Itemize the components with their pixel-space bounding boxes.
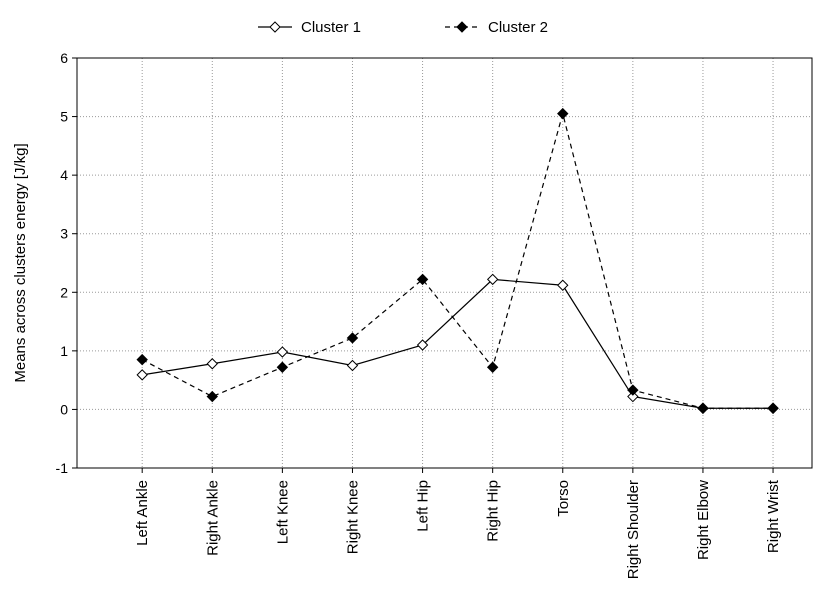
data-point bbox=[346, 332, 359, 344]
x-tick-label: Left Hip bbox=[415, 480, 432, 532]
data-point bbox=[276, 361, 289, 373]
y-tick-label: 0 bbox=[60, 401, 68, 417]
data-point bbox=[416, 339, 429, 351]
data-point bbox=[697, 402, 709, 414]
data-point bbox=[269, 21, 281, 33]
data-point bbox=[486, 361, 499, 373]
x-tick-label: Torso bbox=[555, 480, 572, 517]
y-tick-label: 2 bbox=[60, 284, 68, 300]
series-line bbox=[141, 111, 774, 409]
y-axis-label: Means across clusters energy [J/kg] bbox=[12, 143, 29, 382]
legend: Cluster 1 Cluster 2 bbox=[258, 19, 548, 36]
grid bbox=[77, 58, 812, 468]
axes bbox=[76, 57, 813, 469]
data-point bbox=[206, 358, 218, 370]
data-point bbox=[276, 346, 289, 358]
y-tick-label: 4 bbox=[60, 167, 68, 183]
data-point bbox=[416, 273, 429, 286]
data-point bbox=[767, 402, 779, 414]
data-point bbox=[206, 390, 218, 403]
x-tick-label: Right Ankle bbox=[204, 480, 221, 556]
data-point bbox=[346, 359, 359, 372]
x-axis-ticks: Left Ankle Right Ankle Left Knee Right Knee… bbox=[134, 468, 782, 579]
y-tick-label: 3 bbox=[60, 226, 68, 242]
x-tick-label: Left Ankle bbox=[134, 480, 151, 546]
y-axis-ticks: -1 0 1 2 3 4 5 6 bbox=[56, 50, 77, 476]
data-point bbox=[627, 390, 639, 403]
y-tick-label: 1 bbox=[60, 343, 68, 359]
x-tick-label: Right Shoulder bbox=[625, 480, 642, 579]
data-point bbox=[627, 384, 639, 396]
data-point bbox=[136, 369, 148, 381]
series-2 bbox=[136, 107, 779, 414]
y-tick-label: 6 bbox=[60, 50, 68, 66]
x-tick-label: Right Wrist bbox=[765, 479, 782, 553]
data-point bbox=[557, 279, 569, 291]
legend-label: Cluster 2 bbox=[488, 19, 548, 36]
data-point bbox=[557, 107, 569, 120]
series-line bbox=[142, 278, 774, 409]
x-tick-label: Right Knee bbox=[344, 480, 361, 554]
data-point bbox=[136, 353, 148, 366]
series bbox=[136, 107, 779, 414]
x-tick-label: Left Knee bbox=[274, 480, 291, 544]
plot-area-frame bbox=[76, 57, 813, 469]
legend-item-2: Cluster 2 bbox=[445, 19, 548, 36]
legend-label: Cluster 1 bbox=[301, 19, 361, 36]
y-tick-label: -1 bbox=[56, 460, 69, 476]
y-tick-label: 5 bbox=[60, 109, 68, 125]
legend-item-1: Cluster 1 bbox=[258, 19, 361, 36]
series-1 bbox=[136, 273, 779, 414]
x-tick-label: Right Hip bbox=[485, 480, 502, 542]
data-point bbox=[456, 21, 468, 33]
data-point bbox=[486, 273, 499, 286]
x-tick-label: Right Elbow bbox=[695, 480, 712, 560]
